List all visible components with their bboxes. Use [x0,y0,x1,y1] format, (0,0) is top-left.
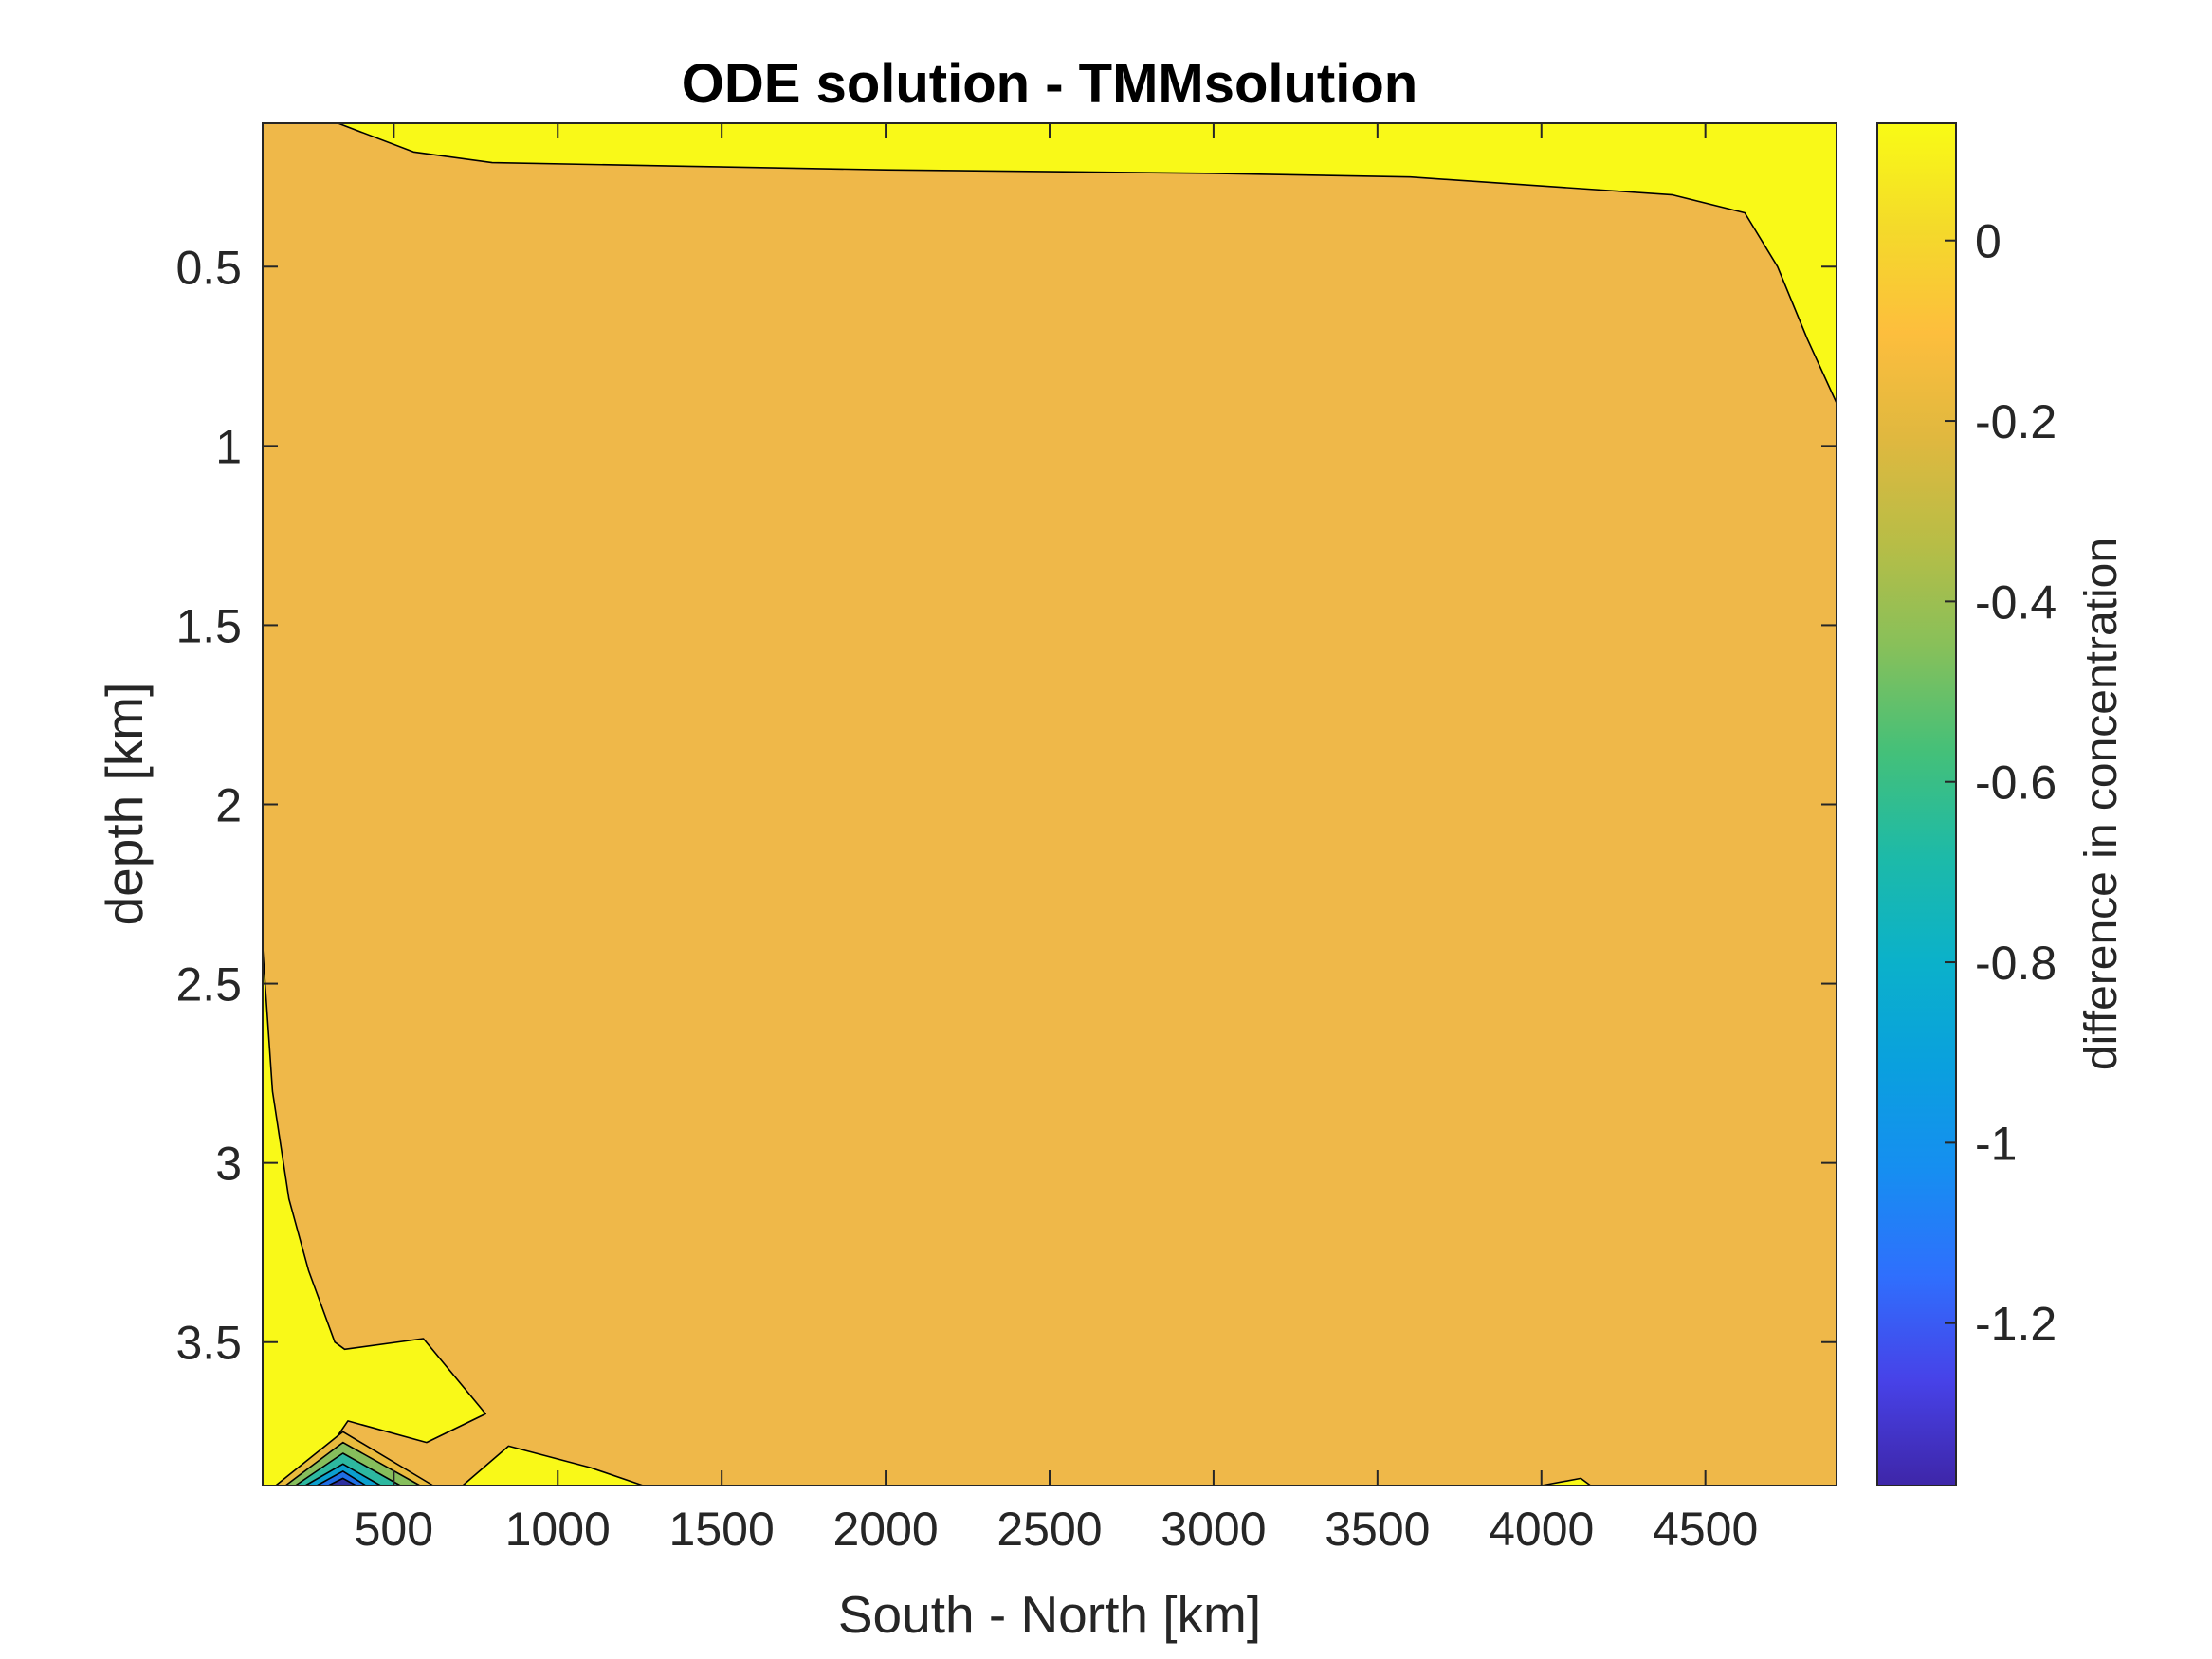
chart-title: ODE solution - TMMsolution [682,53,1417,115]
colorbar-tick-label: -0.4 [1975,575,2057,629]
colorbar-fill [1877,123,1956,1486]
colorbar-tick-label: -0.8 [1975,937,2057,990]
x-tick-label: 500 [355,1503,433,1556]
colorbar-tick-label: 0 [1975,215,2002,268]
contour-region-surface-positive [262,122,1837,404]
y-axis-label: depth [km] [95,683,154,926]
x-tick-label: 1500 [669,1503,775,1556]
contour-regions [262,122,1837,1486]
colorbar-label: difference in concentration [2076,538,2127,1070]
x-tick-label: 2000 [832,1503,938,1556]
y-tick-label: 0.5 [175,241,242,294]
colorbar: 0 -0.2 -0.4 -0.6 -0.8 -1 -1.2 [1876,122,2057,1486]
y-tick-label: 2.5 [175,958,242,1012]
contour-background-fill [263,123,1837,1486]
colorbar-tick-label: -1 [1975,1117,2017,1170]
y-tick-label: 1.5 [175,599,242,652]
colorbar-ticks: 0 -0.2 -0.4 -0.6 -0.8 -1 -1.2 [1945,215,2057,1351]
y-tick-label: 1 [215,420,242,473]
x-tick-label: 4000 [1489,1503,1594,1556]
x-tick-label: 3000 [1161,1503,1266,1556]
colorbar-frame [1876,122,1957,1486]
x-tick-label: 1000 [505,1503,611,1556]
plot-frame [262,122,1837,1486]
y-tick-label: 3 [215,1138,242,1191]
colorbar-tick-label: -0.6 [1975,757,2057,810]
colorbar-tick-label: -1.2 [1975,1298,2057,1351]
y-tick-label: 2 [215,779,242,832]
x-tick-label: 4500 [1653,1503,1758,1556]
y-axis-ticks: 0.5 1 1.5 2 2.5 3 3.5 [175,241,1837,1370]
plot-area: 500 1000 1500 2000 2500 3000 3500 4000 4500 0.5 1… [175,122,1837,1556]
colorbar-tick-label: -0.2 [1975,395,2057,448]
x-tick-label: 3500 [1325,1503,1430,1556]
x-axis-ticks: 500 1000 1500 2000 2500 3000 3500 4000 4500 [355,123,1758,1556]
y-tick-label: 3.5 [175,1317,242,1370]
x-tick-label: 2500 [996,1503,1102,1556]
x-axis-label: South - North [km] [838,1585,1261,1644]
